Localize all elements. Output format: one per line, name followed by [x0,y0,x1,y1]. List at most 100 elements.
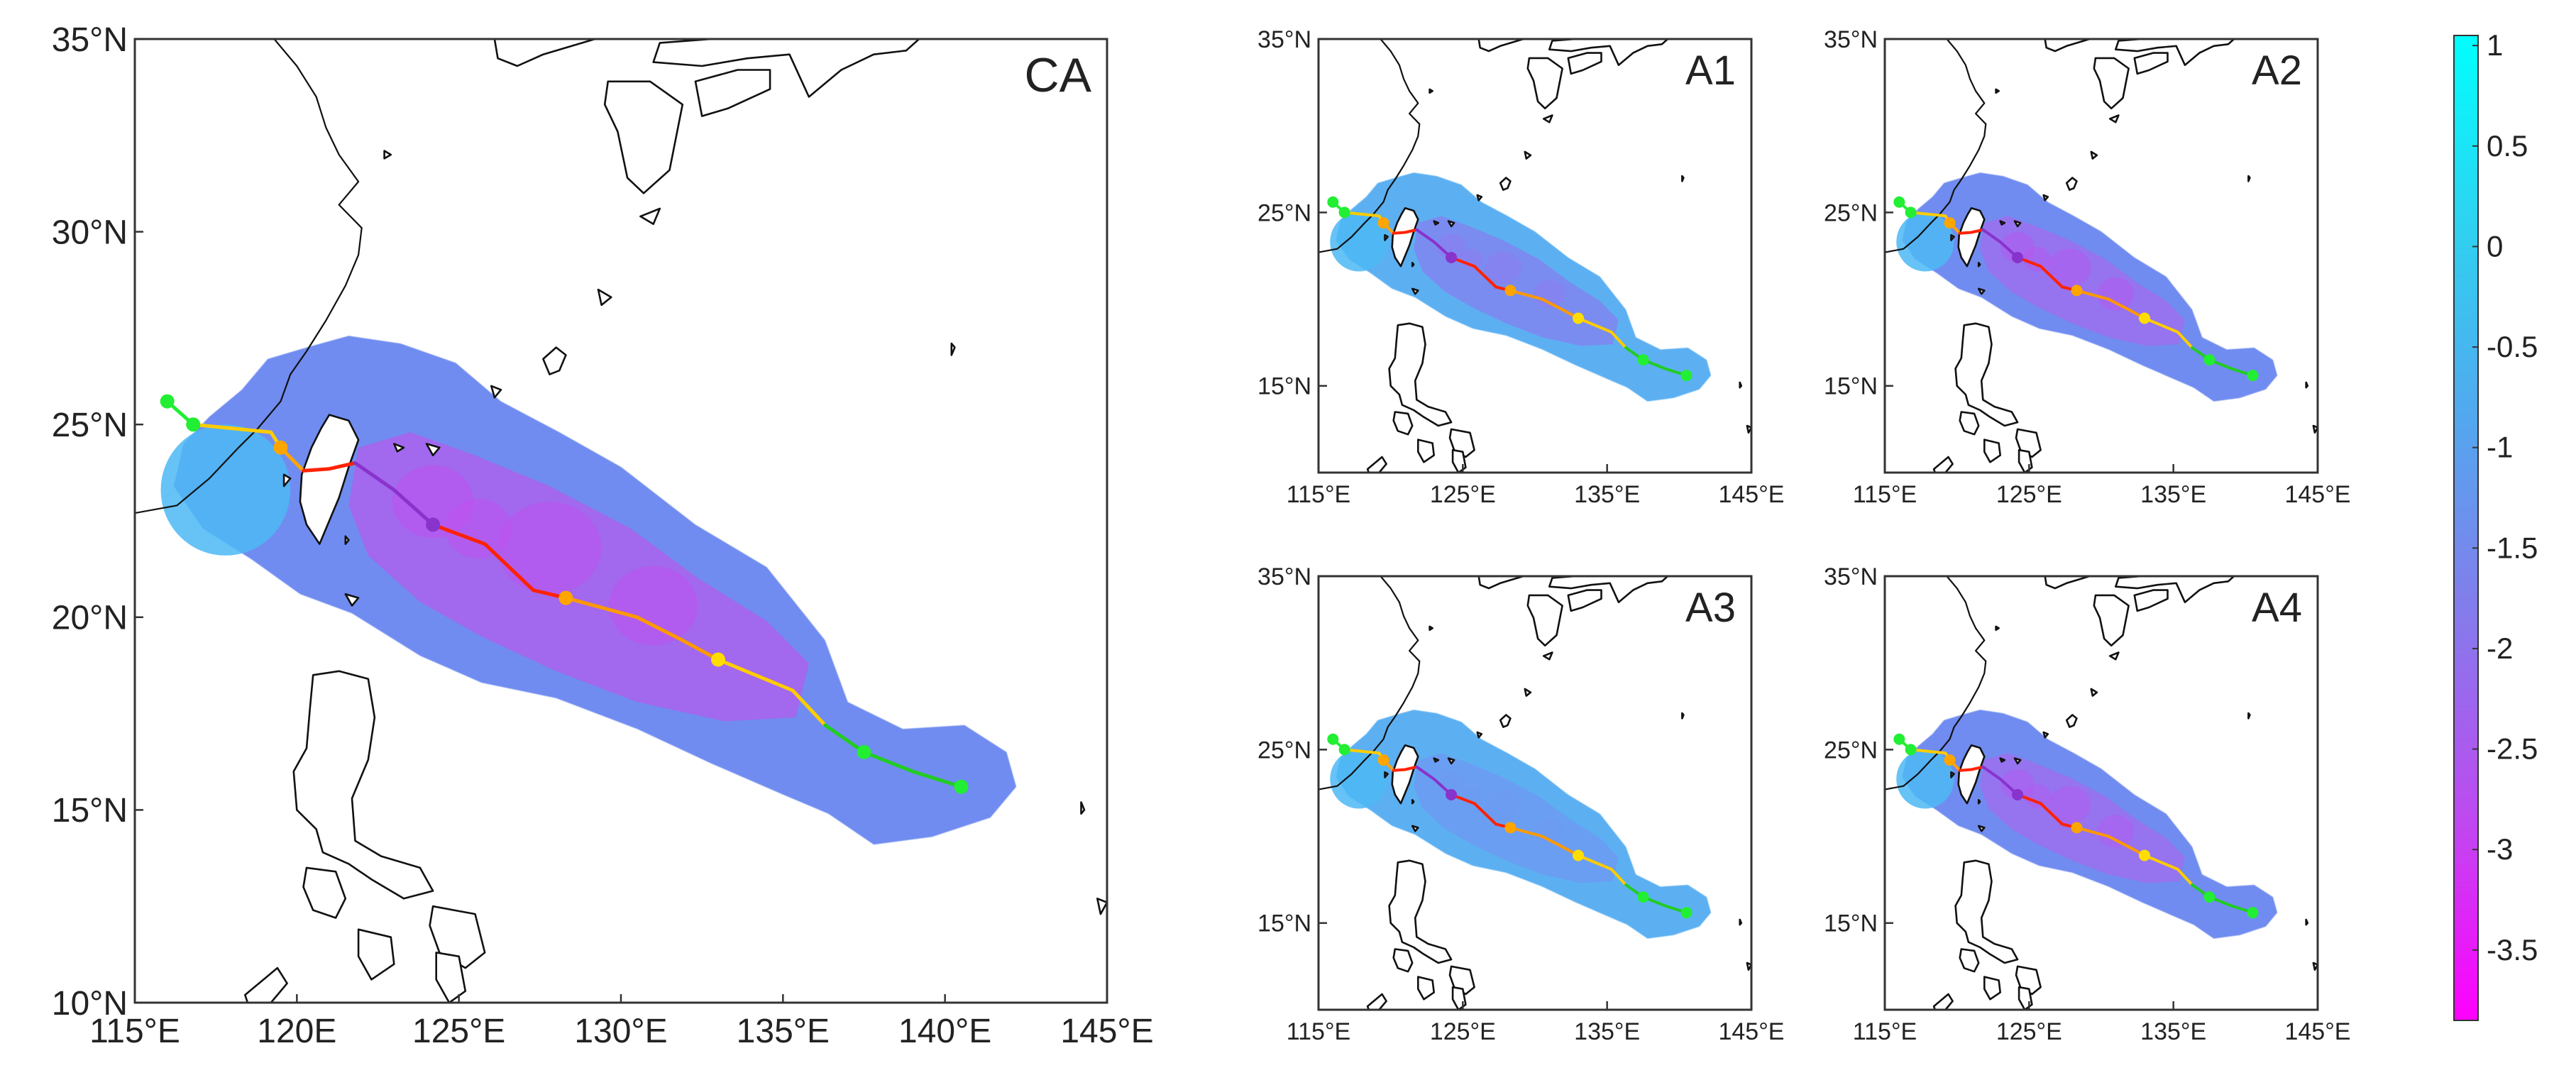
track-marker [1680,370,1692,382]
land-islet [2247,712,2251,720]
lat-tick-label: 15°N [1257,373,1311,400]
land-leyte [435,952,467,1003]
lon-tick-label: 130°E [574,1013,667,1050]
land-mindoro [1959,411,1980,436]
track-marker [1637,354,1649,366]
lat-tick-label: 25°N [1257,199,1311,226]
track-segment [2075,826,2146,857]
panel-frame [1883,575,2319,1011]
track-marker [2012,251,2024,263]
anomaly-peak [2097,815,2134,848]
land-samar [429,905,486,969]
land-islet [1411,262,1415,268]
track-marker [426,517,441,532]
track-marker [1446,251,1458,263]
coastline-china [1885,576,1987,790]
land-islet [425,443,441,456]
land-korea [2044,576,2091,590]
panel-frame [1883,38,2319,474]
anomaly-peak [445,499,512,558]
track-segment [2191,346,2255,378]
land-shikoku [694,69,771,117]
lat-tick-label: 35°N [1257,26,1311,53]
track-marker [2139,849,2150,861]
lon-tick-label: 140°E [898,1013,991,1050]
colorbar-tick-label: -0.5 [2487,330,2538,363]
lon-tick-label: 135°E [1574,1018,1640,1045]
track-segment [716,658,827,727]
colorbar-tick-label: 0 [2487,229,2503,263]
land-taiwan [1391,744,1419,805]
lon-tick-label: 115°E [1287,1018,1350,1045]
land-islet [282,473,292,487]
track-marker [1905,744,1917,756]
land-kyushu [2093,594,2130,647]
track-segment [1509,289,1580,320]
track-segment [1981,765,2020,796]
map-panel-a3: A3 115°E 125°E 135°E 145°E 35°N 25°N 15°N [1257,563,1784,1045]
map-panel-a2: A2 115°E 125°E 135°E 145°E 35°N 25°N 15°N [1824,26,2350,508]
land-islet [1977,262,1981,268]
land-islet [597,288,612,307]
land-islet [383,150,392,160]
track-segment [2143,316,2194,349]
track-segment [1392,228,1419,235]
colorbar-tick-label: 0.5 [2487,129,2528,162]
land-islet [950,342,956,356]
anomaly-peak [1487,790,1520,820]
land-islet [2305,918,2309,926]
typhoon-track [1893,196,2259,382]
land-luzon [292,670,434,900]
land-islet [1433,757,1440,763]
land-palawan [244,966,288,1003]
anomaly-low [160,424,291,556]
panel-frame [1317,38,1753,474]
lat-tick-label: 15°N [52,792,128,830]
typhoon-track [160,394,969,794]
track-marker [1504,822,1517,834]
land-taiwan [1957,744,1986,805]
anomaly-peak [2000,231,2035,263]
panel-label: A4 [2252,585,2302,631]
land-islet [1429,625,1433,632]
land-islet [2108,114,2120,123]
track-segment [2016,255,2079,292]
track-segment [1981,228,2020,259]
typhoon-track [1327,196,1692,382]
land-kyushu [2093,57,2130,110]
land-islet [2065,714,2078,728]
lon-tick-label: 115°E [1853,481,1917,508]
lon-tick-label: 125°E [1996,1018,2062,1045]
map-panel-a4: A4 115°E 125°E 135°E 145°E 35°N 25°N 15°N [1824,563,2350,1045]
land-islet [1977,287,1986,295]
land-islet [1950,771,1955,778]
track-marker [2247,907,2259,919]
track-marker [160,394,175,409]
track-marker [2203,354,2216,366]
track-segment [1509,826,1580,857]
land-islet [1999,220,2006,226]
land-panay [1417,439,1435,463]
land-islet [1447,757,1455,765]
lon-tick-label: 115°E [1853,1018,1917,1045]
track-marker [857,744,871,759]
land-kyushu [1526,57,1563,110]
land-luzon [1954,859,2019,964]
track-marker [1377,217,1389,229]
anomaly-peak [2024,246,2052,272]
land-islet [344,593,360,607]
land-islet [1746,961,1751,971]
panel-frame [1317,575,1753,1011]
anomaly-peak [1460,248,1484,270]
track-marker [1905,206,1917,219]
track-segment [1958,765,1985,772]
land-islet [1080,801,1086,815]
land-islet [1524,688,1532,697]
track-segment [353,461,435,527]
land-islet [1096,898,1107,915]
land-islet [1977,825,1986,832]
land-islet [1384,233,1389,241]
colorbar: 1 0.5 0 -0.5 -1 -1.5 -2 -2.5 -3 -3.5 [2453,28,2538,1021]
coastline-china [1319,576,1421,790]
land-islet [1499,177,1512,191]
